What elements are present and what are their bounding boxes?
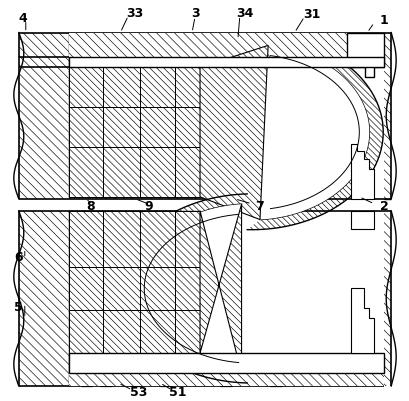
PathPatch shape: [247, 36, 382, 230]
Text: 53: 53: [129, 385, 146, 399]
Text: 7: 7: [255, 200, 263, 213]
Text: 1: 1: [379, 14, 388, 27]
Text: 9: 9: [144, 200, 152, 213]
Text: 31: 31: [302, 8, 319, 21]
Polygon shape: [351, 289, 373, 353]
PathPatch shape: [19, 33, 390, 199]
Text: 6: 6: [14, 251, 23, 263]
Polygon shape: [68, 211, 383, 353]
PathPatch shape: [68, 36, 382, 230]
PathPatch shape: [175, 148, 200, 197]
PathPatch shape: [140, 311, 175, 353]
PathPatch shape: [68, 108, 103, 148]
PathPatch shape: [68, 311, 103, 353]
Polygon shape: [68, 58, 383, 68]
PathPatch shape: [68, 211, 103, 267]
Polygon shape: [68, 353, 383, 373]
PathPatch shape: [175, 267, 200, 311]
PathPatch shape: [68, 148, 103, 197]
Text: 33: 33: [126, 7, 144, 20]
Polygon shape: [259, 46, 369, 220]
PathPatch shape: [68, 194, 247, 383]
PathPatch shape: [200, 205, 241, 373]
Polygon shape: [134, 205, 241, 373]
PathPatch shape: [68, 68, 103, 108]
PathPatch shape: [103, 311, 140, 353]
PathPatch shape: [140, 148, 175, 197]
Polygon shape: [68, 68, 383, 199]
Text: 5: 5: [14, 300, 23, 313]
Text: 2: 2: [379, 200, 388, 213]
Text: 4: 4: [18, 12, 27, 25]
PathPatch shape: [68, 33, 383, 58]
PathPatch shape: [200, 46, 267, 220]
Polygon shape: [346, 33, 383, 78]
PathPatch shape: [140, 211, 175, 267]
Text: 8: 8: [86, 200, 94, 213]
PathPatch shape: [103, 108, 140, 148]
PathPatch shape: [140, 267, 175, 311]
PathPatch shape: [175, 68, 200, 108]
PathPatch shape: [103, 68, 140, 108]
Text: 51: 51: [169, 385, 187, 399]
PathPatch shape: [140, 68, 175, 108]
PathPatch shape: [175, 311, 200, 353]
PathPatch shape: [19, 211, 390, 386]
Polygon shape: [351, 211, 373, 229]
PathPatch shape: [103, 267, 140, 311]
PathPatch shape: [68, 267, 103, 311]
PathPatch shape: [68, 373, 383, 386]
PathPatch shape: [175, 211, 200, 267]
Polygon shape: [351, 145, 373, 199]
PathPatch shape: [103, 148, 140, 197]
Text: 3: 3: [190, 7, 199, 20]
PathPatch shape: [175, 108, 200, 148]
PathPatch shape: [103, 211, 140, 267]
Text: 34: 34: [236, 7, 253, 20]
PathPatch shape: [120, 194, 247, 383]
PathPatch shape: [140, 108, 175, 148]
